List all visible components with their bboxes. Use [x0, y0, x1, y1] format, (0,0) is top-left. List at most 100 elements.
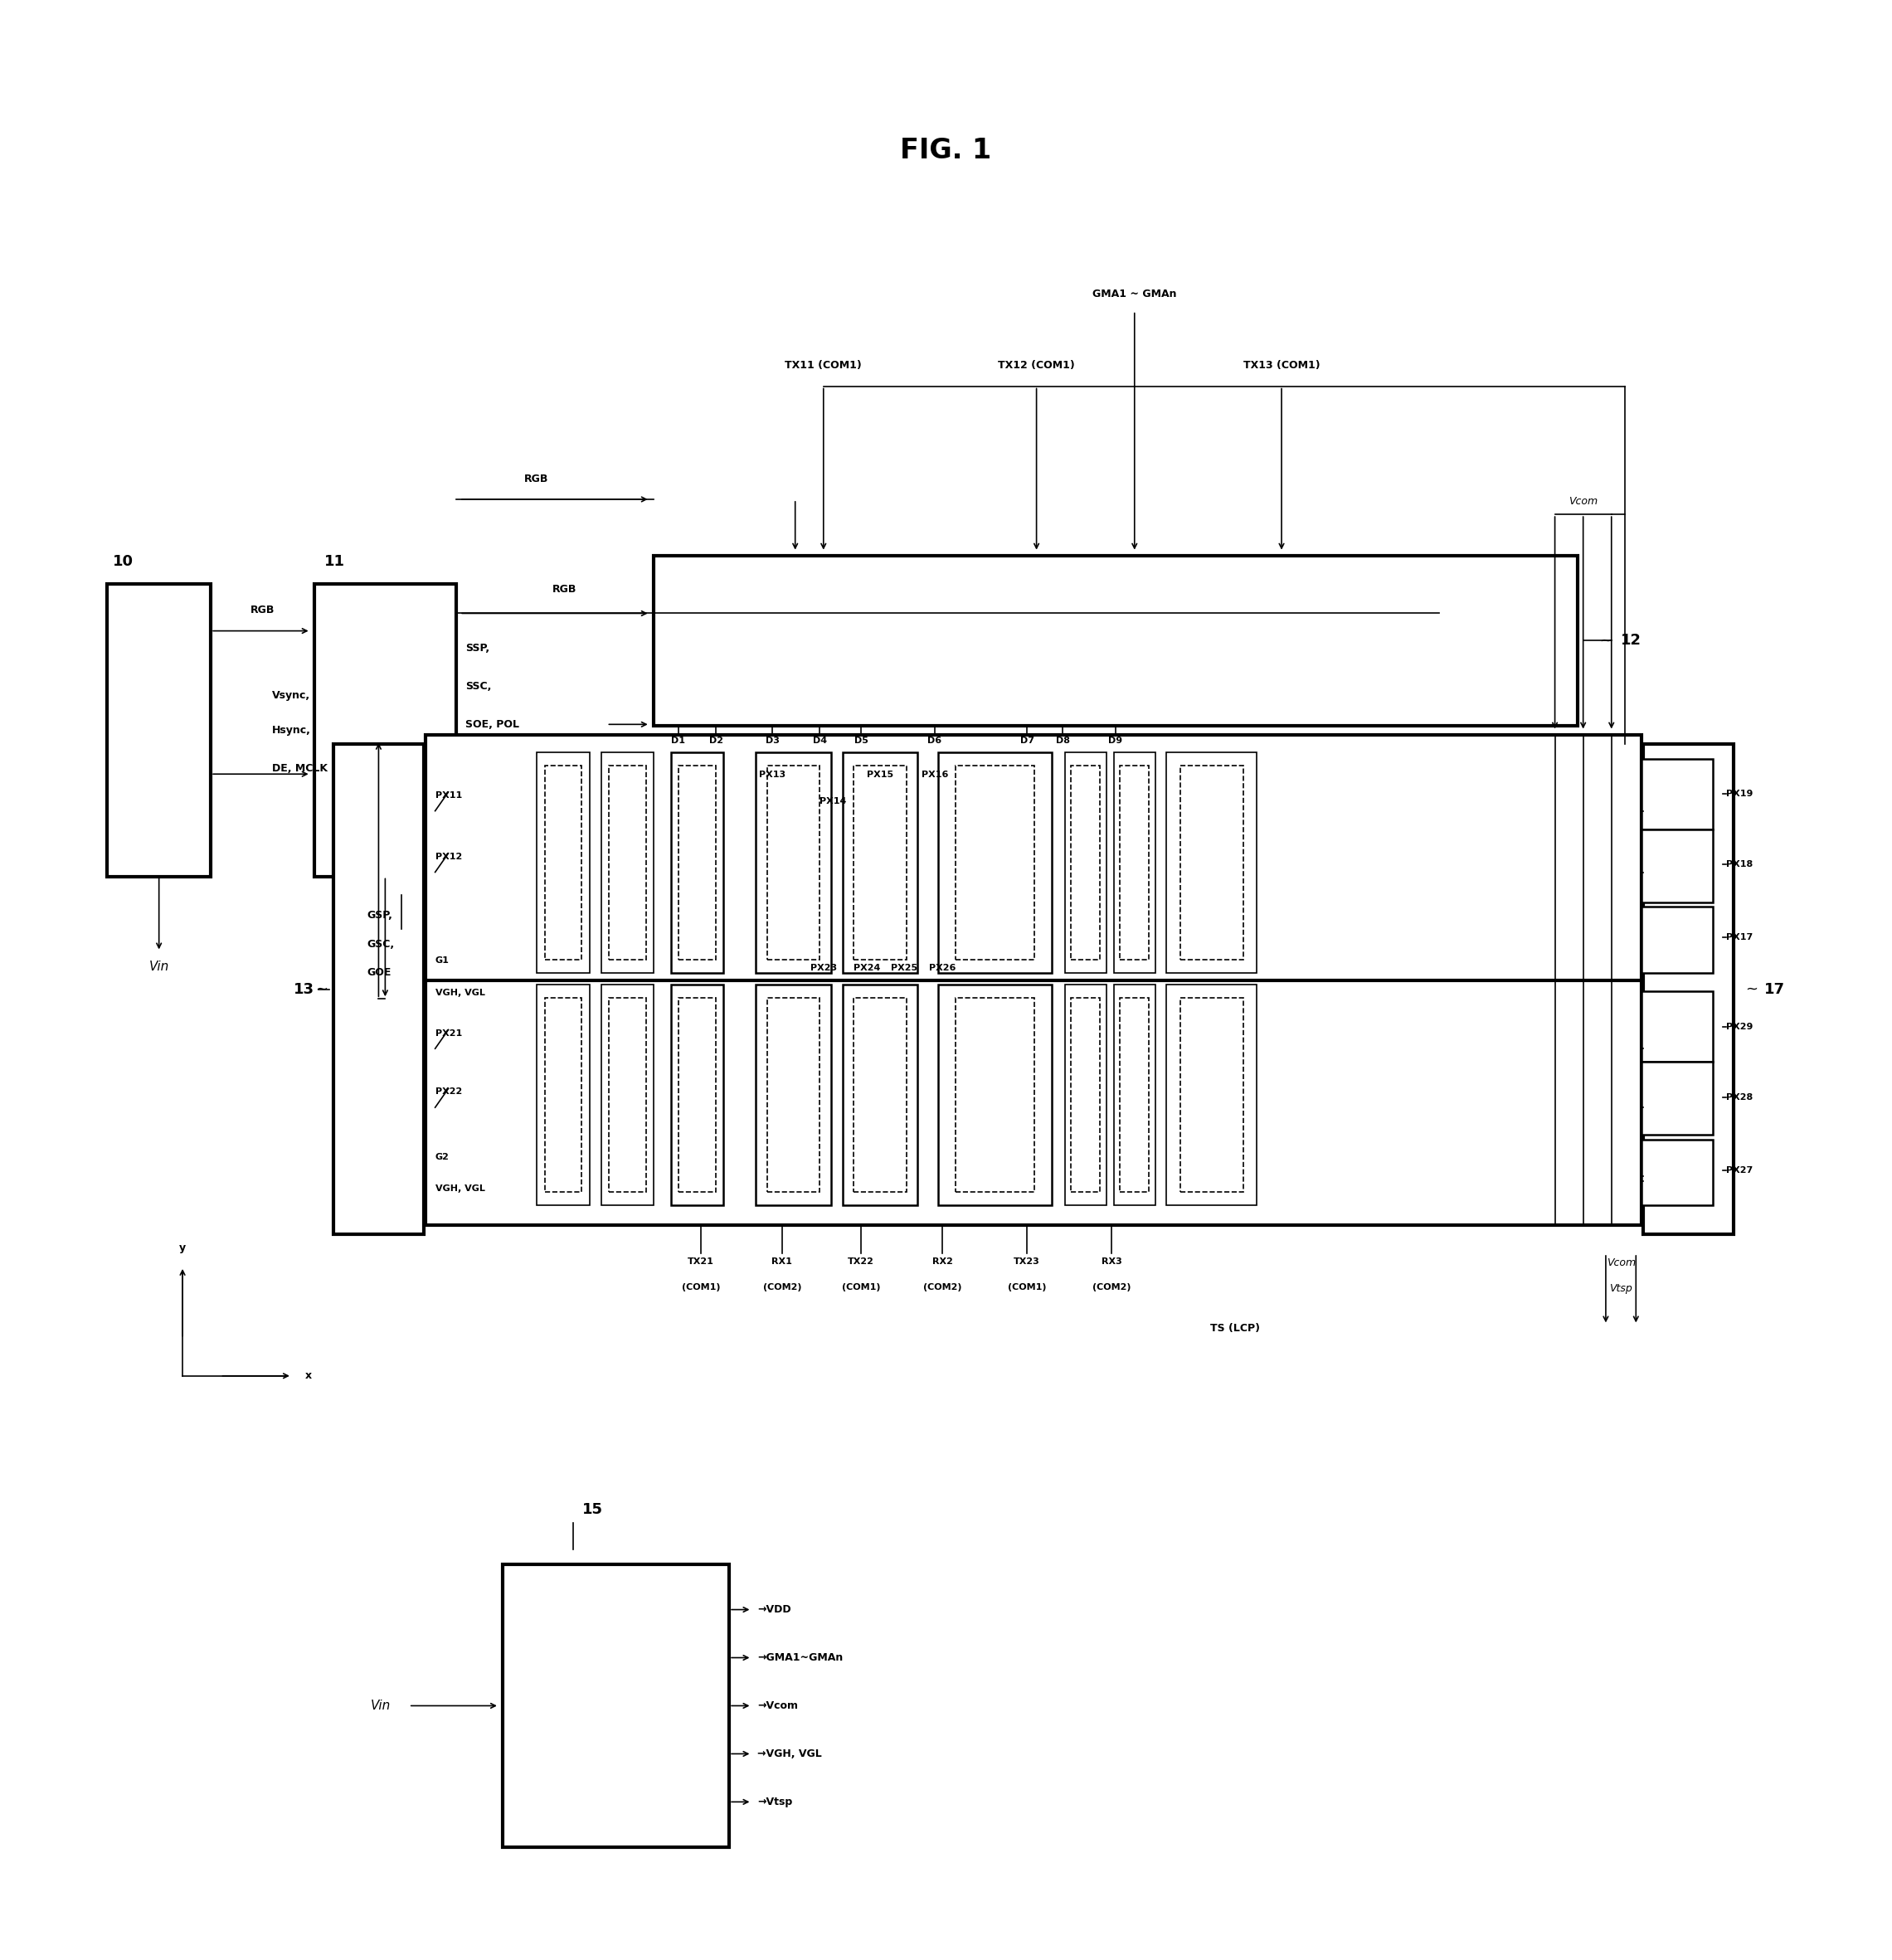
- Bar: [1644, 745, 1733, 1235]
- Text: ~: ~: [316, 982, 327, 998]
- Bar: [108, 584, 210, 876]
- Bar: [679, 998, 715, 1192]
- Text: SOE, POL: SOE, POL: [465, 719, 518, 729]
- Bar: [1642, 906, 1714, 972]
- Bar: [1642, 829, 1714, 902]
- Text: PX12: PX12: [435, 853, 462, 860]
- Text: D8: D8: [1056, 737, 1069, 745]
- Bar: [314, 584, 456, 876]
- Text: PX19: PX19: [1726, 790, 1754, 798]
- Text: (COM2): (COM2): [762, 1284, 802, 1292]
- Bar: [537, 753, 590, 972]
- Text: TX13 (COM1): TX13 (COM1): [1243, 361, 1321, 370]
- Bar: [955, 764, 1035, 958]
- Text: TX11 (COM1): TX11 (COM1): [785, 361, 863, 370]
- Text: →GMA1~GMAn: →GMA1~GMAn: [757, 1652, 844, 1664]
- Text: Vin: Vin: [371, 1699, 390, 1711]
- Text: Vcom: Vcom: [1568, 496, 1597, 508]
- Text: GMA1 ~ GMAn: GMA1 ~ GMAn: [1092, 288, 1177, 300]
- Text: PX15: PX15: [867, 770, 893, 778]
- Bar: [1120, 998, 1148, 1192]
- Text: TX23: TX23: [1014, 1256, 1041, 1266]
- Text: DE, MCLK: DE, MCLK: [272, 762, 327, 774]
- Bar: [842, 753, 918, 972]
- Text: GSP,: GSP,: [367, 909, 394, 921]
- Text: PX21: PX21: [435, 1029, 462, 1037]
- Text: D6: D6: [927, 737, 942, 745]
- Text: VGH, VGL: VGH, VGL: [435, 988, 484, 998]
- Bar: [1642, 1139, 1714, 1205]
- Bar: [609, 764, 645, 958]
- Bar: [766, 998, 819, 1192]
- Text: SSP,: SSP,: [465, 643, 490, 655]
- Text: y: y: [180, 1243, 185, 1252]
- Text: PX22: PX22: [435, 1088, 462, 1096]
- Bar: [755, 753, 831, 972]
- Text: PX27: PX27: [1726, 1166, 1754, 1174]
- Text: (COM1): (COM1): [681, 1284, 721, 1292]
- Text: VGH, VGL: VGH, VGL: [435, 1184, 484, 1194]
- Text: →VGH, VGL: →VGH, VGL: [757, 1748, 821, 1760]
- Bar: [755, 986, 831, 1205]
- Text: TX12 (COM1): TX12 (COM1): [997, 361, 1075, 370]
- Bar: [537, 986, 590, 1205]
- Bar: [672, 986, 723, 1205]
- Text: 12: 12: [1621, 633, 1642, 649]
- Bar: [1642, 992, 1714, 1062]
- Bar: [602, 986, 655, 1205]
- Text: TX22: TX22: [848, 1256, 874, 1266]
- Text: PX24: PX24: [853, 964, 880, 972]
- Bar: [333, 745, 424, 1235]
- Bar: [1071, 998, 1099, 1192]
- Text: Hsync,: Hsync,: [272, 725, 310, 735]
- Bar: [842, 986, 918, 1205]
- Bar: [503, 1564, 728, 1846]
- Text: RX1: RX1: [772, 1256, 793, 1266]
- Text: TX21: TX21: [687, 1256, 713, 1266]
- Bar: [672, 753, 723, 972]
- Bar: [853, 998, 906, 1192]
- Text: →Vcom: →Vcom: [757, 1701, 798, 1711]
- Text: PX23: PX23: [810, 964, 836, 972]
- Bar: [1167, 753, 1256, 972]
- Text: →Vtsp: →Vtsp: [757, 1797, 793, 1807]
- Text: (COM1): (COM1): [1008, 1284, 1046, 1292]
- Bar: [679, 764, 715, 958]
- Text: 11: 11: [324, 555, 344, 568]
- Bar: [1642, 1062, 1714, 1135]
- Text: Vcom: Vcom: [1606, 1256, 1635, 1268]
- Text: GOE: GOE: [367, 966, 392, 978]
- Text: (COM2): (COM2): [923, 1284, 961, 1292]
- Bar: [1071, 764, 1099, 958]
- Text: G1: G1: [435, 956, 448, 964]
- Text: RX2: RX2: [933, 1256, 952, 1266]
- Bar: [1167, 986, 1256, 1205]
- Text: PX26: PX26: [929, 964, 955, 972]
- Text: PX25: PX25: [891, 964, 918, 972]
- Text: Vtsp: Vtsp: [1610, 1284, 1633, 1294]
- Bar: [1642, 759, 1714, 829]
- Bar: [609, 998, 645, 1192]
- Bar: [1065, 986, 1107, 1205]
- Text: PX14: PX14: [819, 798, 846, 806]
- Text: RGB: RGB: [552, 584, 577, 594]
- Text: Vin: Vin: [149, 960, 168, 972]
- Text: PX17: PX17: [1726, 933, 1754, 941]
- Text: D7: D7: [1020, 737, 1035, 745]
- Text: RGB: RGB: [524, 474, 549, 484]
- Text: (COM2): (COM2): [1092, 1284, 1131, 1292]
- Text: ~: ~: [1599, 633, 1612, 649]
- Bar: [602, 753, 655, 972]
- Text: 10: 10: [114, 555, 134, 568]
- Bar: [1065, 753, 1107, 972]
- Text: (COM1): (COM1): [842, 1284, 880, 1292]
- Bar: [1181, 764, 1243, 958]
- Bar: [853, 764, 906, 958]
- Text: PX16: PX16: [921, 770, 948, 778]
- Text: D9: D9: [1109, 737, 1122, 745]
- Text: TS (LCP): TS (LCP): [1209, 1323, 1260, 1335]
- Text: RX3: RX3: [1101, 1256, 1122, 1266]
- Text: G2: G2: [435, 1152, 448, 1160]
- Bar: [426, 735, 1642, 1225]
- Text: D5: D5: [853, 737, 868, 745]
